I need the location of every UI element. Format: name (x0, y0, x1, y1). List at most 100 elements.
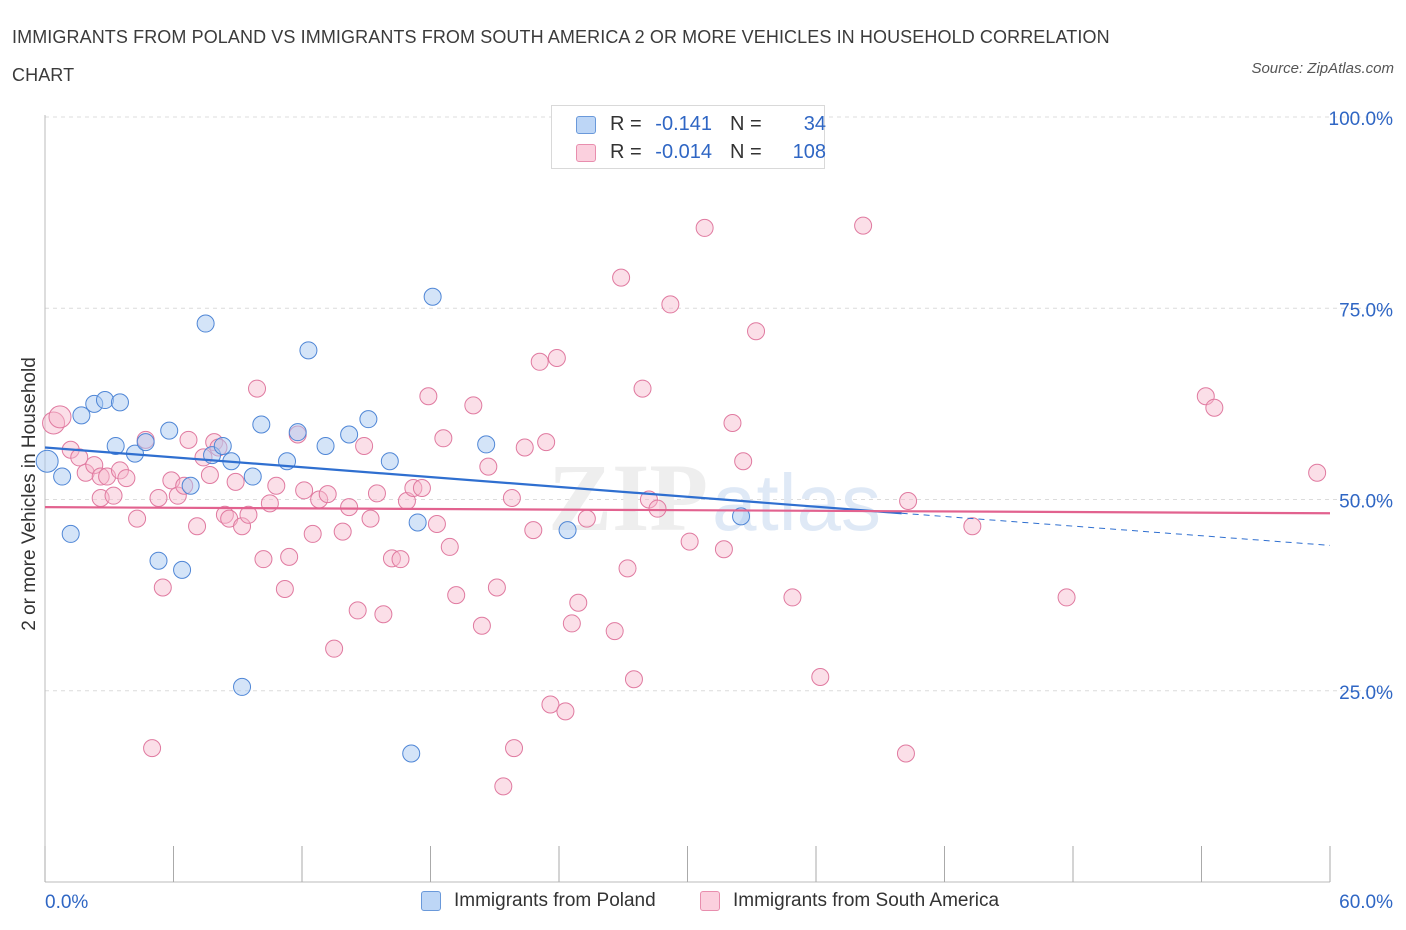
poland-swatch (576, 116, 596, 134)
south-america-point (612, 268, 631, 287)
legend-label-poland: Immigrants from Poland (454, 890, 656, 911)
x-tick-label-min: 0.0% (45, 892, 88, 913)
south-america-point (524, 521, 543, 540)
south-america-point (648, 499, 667, 518)
south-america-point (556, 702, 575, 721)
south-america-point (233, 517, 252, 536)
south-america-point (963, 517, 982, 536)
poland-point (252, 415, 271, 434)
south-america-point (42, 411, 66, 435)
south-america-point (530, 352, 549, 371)
poland-point (106, 436, 125, 455)
south-america-point (537, 433, 556, 452)
south-america-point (303, 524, 322, 543)
poland-point (110, 393, 129, 412)
poland-point (181, 476, 200, 495)
south-america-point (562, 614, 581, 633)
poland-point (299, 341, 318, 360)
axes (44, 115, 1331, 883)
poland-point (149, 551, 168, 570)
south-america-point (200, 466, 219, 485)
y-tick-label: 50.0% (1339, 492, 1393, 513)
y-tick-label: 75.0% (1339, 300, 1393, 321)
south-america-point (143, 739, 162, 758)
south-america-point (547, 348, 566, 367)
south-america-point (1057, 588, 1076, 607)
south-america-points (42, 216, 1327, 796)
south-america-point (502, 488, 521, 507)
south-america-point (505, 739, 524, 758)
south-america-point (472, 616, 491, 635)
south-america-point (487, 578, 506, 597)
south-america-point (624, 670, 643, 689)
south-america-point (896, 744, 915, 763)
south-america-point (280, 547, 299, 566)
y-tick-label: 100.0% (1329, 109, 1394, 130)
south-america-point (348, 601, 367, 620)
south-america-point (275, 580, 294, 599)
legend-n-label: N = (730, 113, 762, 135)
watermark-atlas: atlas (712, 458, 881, 547)
south-america-point (153, 578, 172, 597)
legend-r-value: -0.141 (655, 113, 712, 135)
poland-point (340, 425, 359, 444)
poland-point (316, 436, 335, 455)
legend-r-label: R = (610, 113, 642, 135)
south-america-point (899, 492, 918, 511)
poland-point (61, 524, 80, 543)
south-america-point (618, 559, 637, 578)
south-america-point (811, 667, 830, 686)
poland-point (72, 406, 91, 425)
correlation-legend: R = -0.141 N = 34 R = -0.014 N = 108 (551, 105, 826, 169)
chart-title: IMMIGRANTS FROM POLAND VS IMMIGRANTS FRO… (12, 27, 1110, 85)
south-america-point (128, 509, 147, 528)
south-america-point (1308, 463, 1327, 482)
south-america-point (440, 537, 459, 556)
south-america-point (254, 550, 273, 569)
poland-point (423, 287, 442, 306)
south-america-point (325, 639, 344, 658)
poland-point (408, 513, 427, 532)
poland-point (160, 421, 179, 440)
poland-trend-line (44, 446, 902, 515)
south-america-swatch (700, 891, 720, 911)
south-america-point (1205, 398, 1224, 417)
south-america-point (318, 485, 337, 504)
poland-trend-extension (901, 512, 1331, 546)
poland-point (35, 449, 59, 473)
south-america-point (680, 532, 699, 551)
south-america-point (661, 295, 680, 314)
south-america-point (695, 218, 714, 237)
south-america-point (714, 540, 733, 559)
poland-point (477, 435, 496, 454)
south-america-point (412, 479, 431, 498)
poland-point (53, 467, 72, 486)
legend-r-value: -0.014 (655, 141, 712, 163)
south-america-point (569, 593, 588, 612)
poland-point (402, 744, 421, 763)
south-america-point (110, 461, 129, 480)
south-america-point (188, 517, 207, 536)
south-america-point (340, 498, 359, 517)
south-america-point (605, 622, 624, 641)
south-america-point (48, 405, 72, 429)
south-america-point (434, 429, 453, 448)
poland-point (136, 433, 155, 452)
legend-n-label: N = (730, 141, 762, 163)
south-america-point (723, 414, 742, 432)
south-america-point (104, 486, 123, 505)
poland-point (173, 560, 192, 579)
south-america-point (541, 695, 560, 714)
south-america-point (333, 522, 352, 541)
south-america-point (479, 457, 498, 476)
south-america-point (355, 436, 374, 455)
south-america-point (577, 509, 596, 528)
south-america-point (391, 550, 410, 569)
y-tick-label: 25.0% (1339, 683, 1393, 704)
south-america-point (239, 505, 258, 524)
south-america-point (168, 486, 187, 505)
tick-labels: 25.0% 50.0% 75.0% 100.0% 0.0% 60.0% (45, 109, 1393, 913)
south-america-point (91, 467, 110, 486)
south-america-point (361, 509, 380, 528)
